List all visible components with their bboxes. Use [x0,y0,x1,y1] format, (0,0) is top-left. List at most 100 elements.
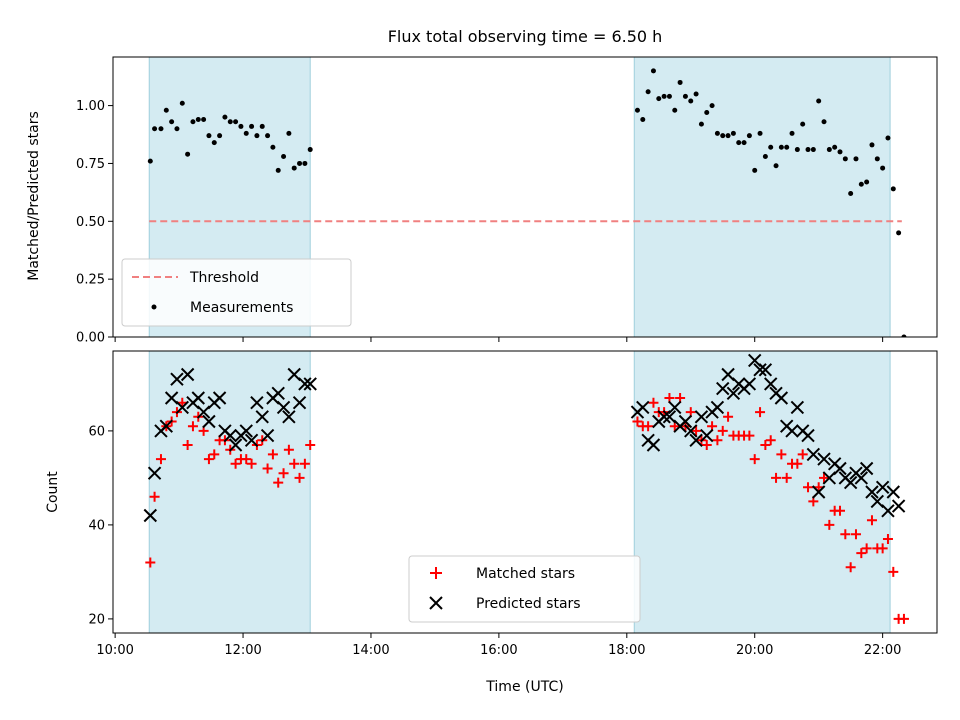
predicted-stars-point [143,508,158,523]
matched-stars-point [632,416,643,427]
matched-stars-point [145,557,156,568]
y-tick-label: 0.75 [76,157,105,172]
bottom-legend-box [408,555,641,623]
matched-stars-point [643,421,654,432]
x-tick-label: 18:00 [608,643,645,658]
y-tick-label: 0.25 [76,273,105,288]
matched-stars-point [267,449,278,460]
predicted-stars-point [636,400,650,415]
predicted-stars-point [657,410,671,424]
matched-stars-point [760,440,771,450]
matched-stars-point [882,534,893,544]
predicted-stars-point [239,424,253,438]
predicted-stars-point [716,381,730,396]
measurements-point [307,147,313,153]
measurements-point [677,79,683,85]
observing-window-1 [633,350,891,634]
axes-frame [112,56,938,338]
chart-title: Flux total observing time = 6.50 h [388,27,663,46]
matched-stars-point [203,454,214,465]
measurements-point [741,140,747,146]
matched-stars-point [155,454,166,465]
measurements-point [688,98,694,104]
measurements-point [634,107,640,113]
matched-stars-point [771,472,782,483]
measurements-point [709,103,715,109]
measurements-point [158,126,164,132]
measurements-point [704,110,710,116]
matched-stars-point [241,454,252,465]
x-tick-label: 20:00 [736,643,773,658]
measurements-legend-label: Measurements [190,300,293,316]
measurements-point [222,114,228,120]
measurements-point [805,147,811,153]
measurements-point [656,96,662,102]
predicted-stars-point [758,363,773,377]
matched-stars-point [283,444,294,455]
measurements-point [661,93,667,99]
top-legend: Threshold Measurements [121,258,352,327]
x-tick-label: 16:00 [480,643,517,658]
predicted-stars-point [811,485,826,499]
y-tick-label: 60 [88,424,105,439]
predicted-stars-point [292,395,307,410]
matched-stars-point [861,543,872,554]
measurements-point [789,130,795,136]
measurements-point [746,133,752,139]
predicted-stars-point [244,433,259,448]
matched-stars-point [776,449,787,460]
matched-stars-point [877,543,888,554]
predicted-stars-point [806,447,821,462]
predicted-stars-point [764,377,778,391]
measurements-point [682,93,688,99]
predicted-legend-marker [429,596,443,610]
measurements-point [762,154,768,160]
x-axis-label: Time (UTC) [485,679,563,695]
measurements-point [720,133,726,139]
predicted-stars-point [721,367,735,382]
measurements-point [816,98,822,104]
measurements-point [853,156,859,162]
predicted-stars-point [228,438,243,452]
top-y-axis-label: Matched/Predicted stars [26,111,42,281]
predicted-stars-point [785,424,799,438]
measurements-point [730,130,736,136]
predicted-stars-point [250,395,264,410]
measurements-point [302,160,308,166]
matched-stars-point [898,613,909,624]
measurements-point [698,121,704,127]
measurements-point [842,156,848,162]
matched-stars-point [856,548,867,559]
matched-stars-point [182,440,193,450]
panel-data [147,68,907,337]
predicted-stars-point [180,367,195,382]
predicted-stars-point [790,400,805,415]
predicted-stars-point [710,400,725,415]
matched-stars-point [305,440,316,450]
measurements-point [773,163,779,169]
measurements-point [736,140,742,146]
top-legend-box [121,258,352,327]
measurements-point [259,123,265,129]
bottom-legend: Matched stars Predicted stars [408,555,641,623]
predicted-stars-point [886,485,901,499]
measurements-point [672,107,678,113]
predicted-stars-point [255,410,269,424]
measurements-point [784,144,790,150]
measurements-point [826,147,832,153]
measurements-point [821,119,827,125]
matched-stars-point [850,529,861,540]
measurements-point [265,133,271,139]
matched-stars-point [246,458,257,469]
x-tick-label: 22:00 [864,643,901,658]
predicted-stars-point [159,419,174,433]
measurements-point [666,93,672,99]
predicted-stars-point [870,494,885,509]
predicted-stars-point [865,485,879,499]
measurements-point [206,133,212,139]
threshold-legend-label: Threshold [189,270,259,286]
predicted-stars-point [881,504,895,518]
predicted-stars-point [833,461,847,476]
matched-stars-point [819,472,830,483]
measurements-point [768,144,774,150]
